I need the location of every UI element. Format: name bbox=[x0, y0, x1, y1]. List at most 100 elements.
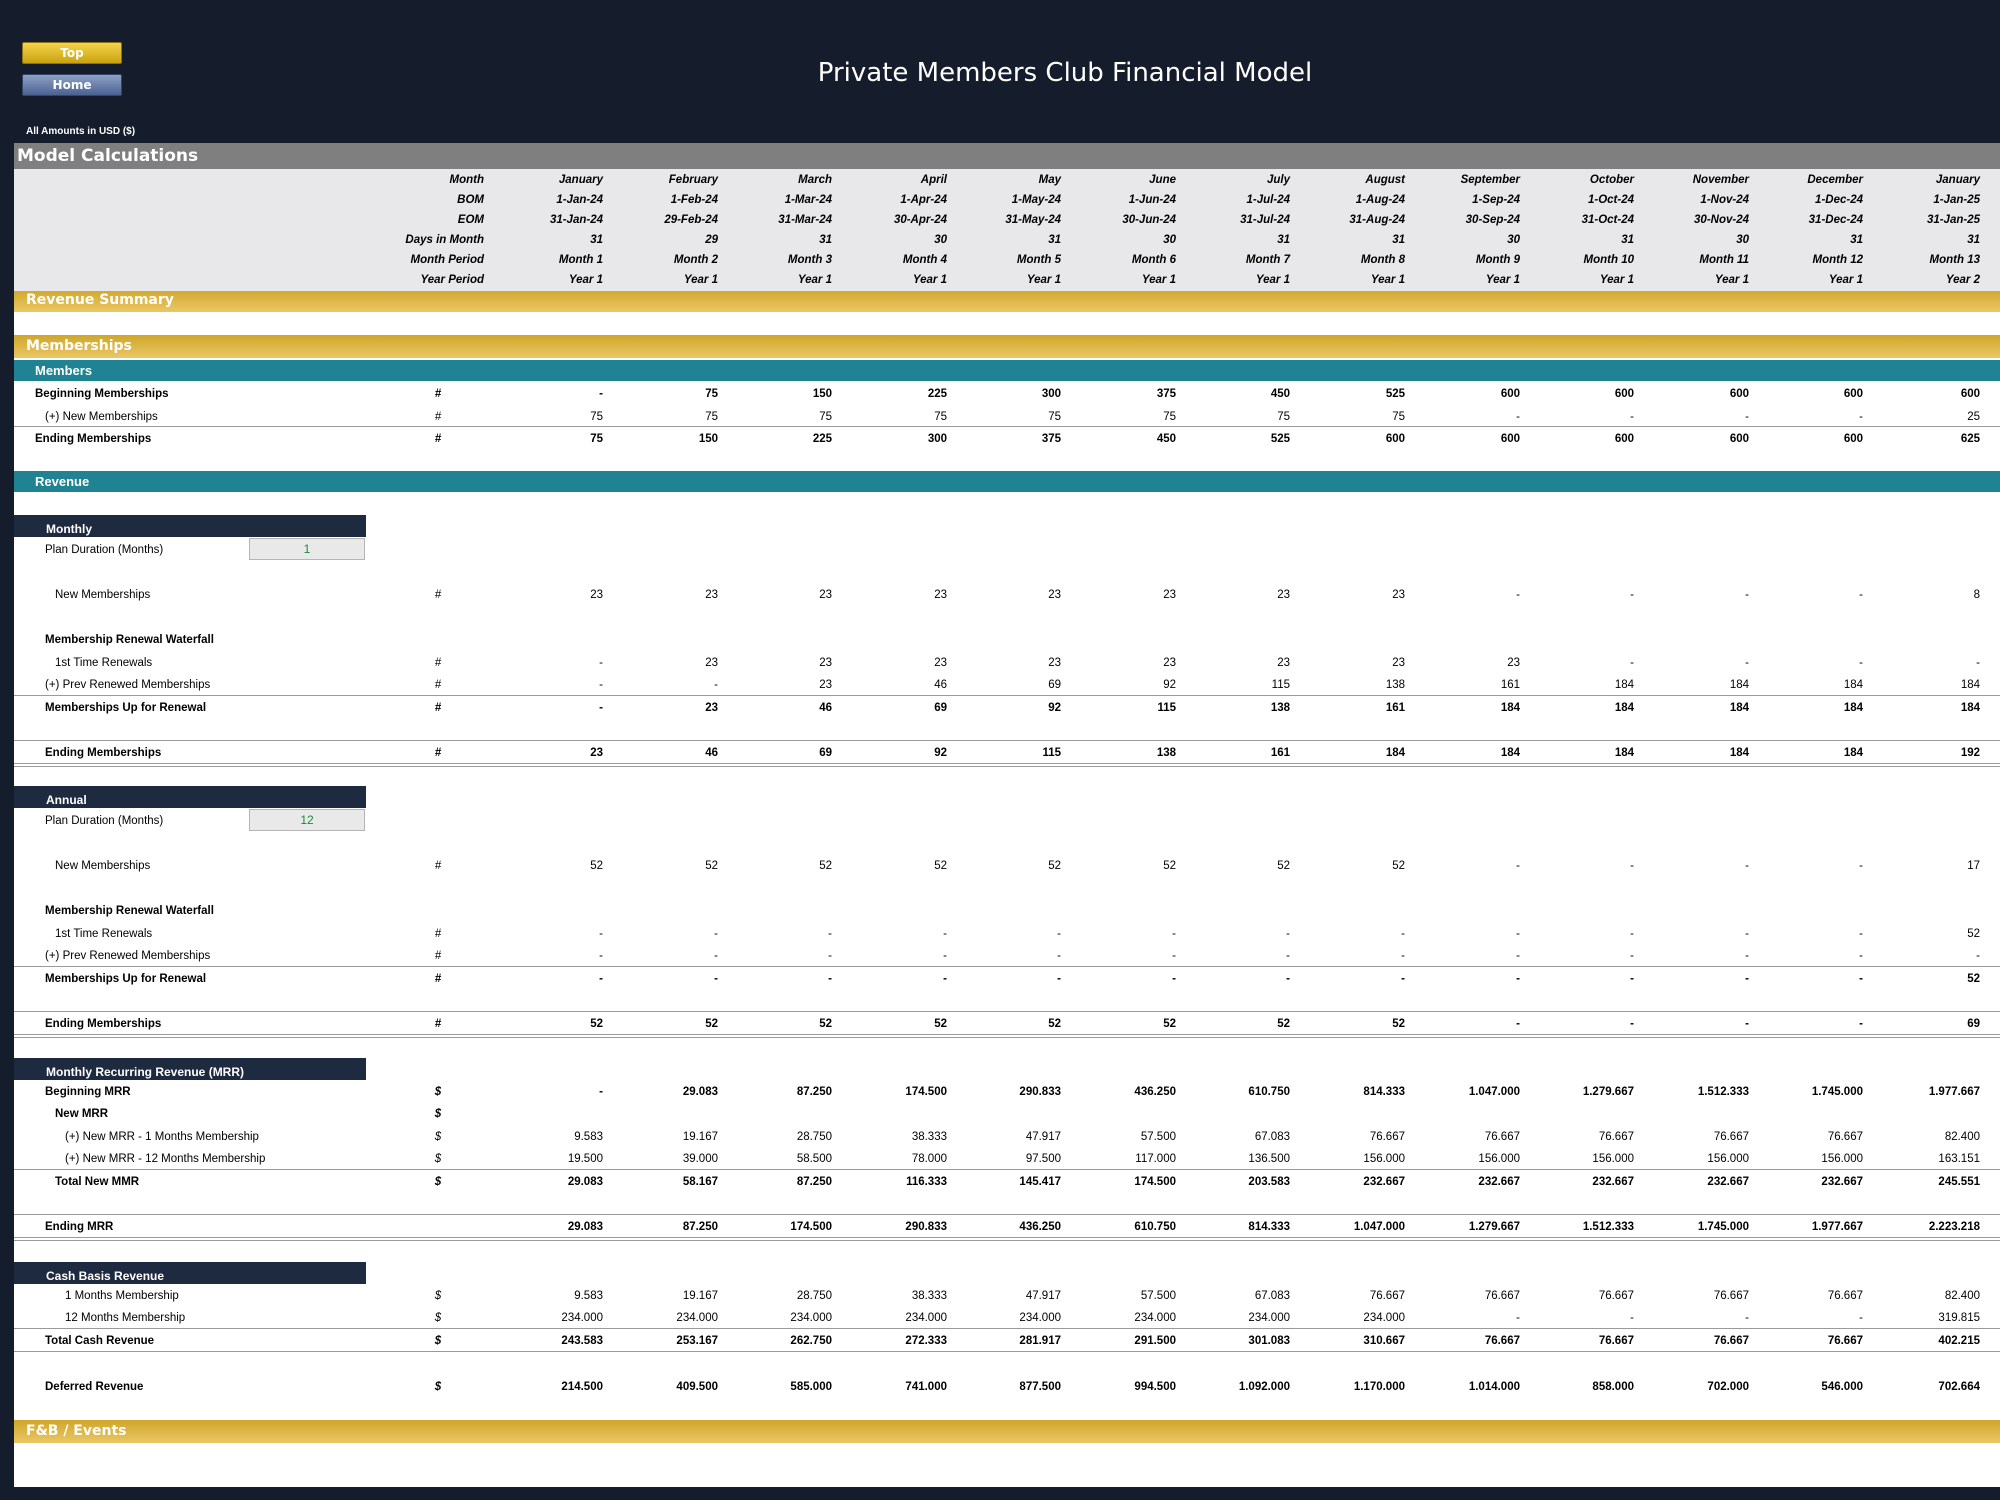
table-cell[interactable]: 23 bbox=[705, 702, 718, 714]
table-cell[interactable]: 23 bbox=[1163, 589, 1176, 601]
table-cell[interactable]: - bbox=[1516, 973, 1520, 985]
table-cell[interactable]: 52 bbox=[934, 1018, 947, 1030]
table-cell[interactable]: 23 bbox=[819, 657, 832, 669]
table-cell[interactable]: - bbox=[599, 702, 603, 714]
table-cell[interactable]: 1.092.000 bbox=[1238, 1381, 1290, 1393]
table-cell[interactable]: Year 1 bbox=[1714, 274, 1749, 286]
table-cell[interactable]: 600 bbox=[1500, 433, 1520, 445]
table-cell[interactable]: - bbox=[599, 950, 603, 962]
table-cell[interactable]: 52 bbox=[1392, 860, 1405, 872]
spreadsheet[interactable]: Revenue Summary Memberships Members Reve… bbox=[14, 169, 2000, 1487]
table-cell[interactable]: 1-Oct-24 bbox=[1587, 194, 1634, 206]
table-cell[interactable]: 82.400 bbox=[1944, 1290, 1980, 1302]
table-cell[interactable]: 450 bbox=[1156, 433, 1176, 445]
table-cell[interactable]: 600 bbox=[1614, 433, 1634, 445]
table-cell[interactable]: 1.279.667 bbox=[1468, 1221, 1520, 1233]
table-cell[interactable]: December bbox=[1807, 174, 1863, 186]
table-cell[interactable]: 58.167 bbox=[682, 1176, 718, 1188]
table-cell[interactable]: - bbox=[1745, 657, 1749, 669]
table-cell[interactable]: 46 bbox=[934, 679, 947, 691]
table-cell[interactable]: - bbox=[1976, 950, 1980, 962]
table-cell[interactable]: - bbox=[1516, 589, 1520, 601]
table-cell[interactable]: 52 bbox=[1277, 1018, 1290, 1030]
table-cell[interactable]: 75 bbox=[934, 411, 947, 423]
table-cell[interactable]: 23 bbox=[1048, 657, 1061, 669]
table-cell[interactable]: Year 1 bbox=[1255, 274, 1290, 286]
table-cell[interactable]: - bbox=[1745, 411, 1749, 423]
table-cell[interactable]: 402.215 bbox=[1938, 1335, 1980, 1347]
table-cell[interactable]: - bbox=[828, 928, 832, 940]
table-cell[interactable]: 301.083 bbox=[1248, 1335, 1290, 1347]
table-cell[interactable]: 92 bbox=[1163, 679, 1176, 691]
table-cell[interactable]: 23 bbox=[590, 747, 603, 759]
table-cell[interactable]: 234.000 bbox=[905, 1312, 947, 1324]
table-cell[interactable]: 232.667 bbox=[1592, 1176, 1634, 1188]
table-cell[interactable]: 31 bbox=[1048, 234, 1061, 246]
table-cell[interactable]: - bbox=[714, 973, 718, 985]
table-cell[interactable]: 31 bbox=[1621, 234, 1634, 246]
table-cell[interactable]: 23 bbox=[1277, 589, 1290, 601]
table-cell[interactable]: 184 bbox=[1614, 702, 1634, 714]
table-cell[interactable]: - bbox=[599, 1086, 603, 1098]
table-cell[interactable]: 52 bbox=[819, 860, 832, 872]
table-cell[interactable]: 290.833 bbox=[905, 1221, 947, 1233]
table-cell[interactable]: - bbox=[599, 679, 603, 691]
table-cell[interactable]: 31-Jan-25 bbox=[1926, 214, 1980, 226]
table-cell[interactable]: 76.667 bbox=[1484, 1131, 1520, 1143]
table-cell[interactable]: - bbox=[1516, 1312, 1520, 1324]
table-cell[interactable]: 92 bbox=[934, 747, 947, 759]
table-cell[interactable]: - bbox=[599, 657, 603, 669]
table-cell[interactable]: 67.083 bbox=[1254, 1290, 1290, 1302]
table-cell[interactable]: - bbox=[1286, 973, 1290, 985]
table-cell[interactable]: - bbox=[828, 973, 832, 985]
monthly-plan-duration-input[interactable]: 1 bbox=[249, 538, 365, 560]
table-cell[interactable]: 174.500 bbox=[1134, 1176, 1176, 1188]
table-cell[interactable]: 234.000 bbox=[1248, 1312, 1290, 1324]
table-cell[interactable]: - bbox=[1745, 1018, 1749, 1030]
table-cell[interactable]: 156.000 bbox=[1821, 1153, 1863, 1165]
table-cell[interactable]: 29-Feb-24 bbox=[664, 214, 718, 226]
table-cell[interactable]: 76.667 bbox=[1484, 1290, 1520, 1302]
table-cell[interactable]: - bbox=[1057, 928, 1061, 940]
table-cell[interactable]: 31 bbox=[1850, 234, 1863, 246]
table-cell[interactable]: 156.000 bbox=[1478, 1153, 1520, 1165]
table-cell[interactable]: 610.750 bbox=[1134, 1221, 1176, 1233]
table-cell[interactable]: Month 3 bbox=[787, 254, 832, 266]
table-cell[interactable]: 262.750 bbox=[790, 1335, 832, 1347]
table-cell[interactable]: - bbox=[1745, 860, 1749, 872]
table-cell[interactable]: 138 bbox=[1270, 702, 1290, 714]
table-cell[interactable]: 52 bbox=[590, 1018, 603, 1030]
table-cell[interactable]: 600 bbox=[1729, 388, 1749, 400]
table-cell[interactable]: 234.000 bbox=[790, 1312, 832, 1324]
table-cell[interactable]: Month 2 bbox=[673, 254, 718, 266]
table-cell[interactable]: 87.250 bbox=[796, 1086, 832, 1098]
table-cell[interactable]: 25 bbox=[1967, 411, 1980, 423]
table-cell[interactable]: - bbox=[1859, 973, 1863, 985]
table-cell[interactable]: 75 bbox=[1277, 411, 1290, 423]
table-cell[interactable]: 156.000 bbox=[1592, 1153, 1634, 1165]
table-cell[interactable]: Year 1 bbox=[1599, 274, 1634, 286]
table-cell[interactable]: 234.000 bbox=[561, 1312, 603, 1324]
table-cell[interactable]: 19.500 bbox=[567, 1153, 603, 1165]
table-cell[interactable]: 23 bbox=[1163, 657, 1176, 669]
table-cell[interactable]: Year 1 bbox=[797, 274, 832, 286]
table-cell[interactable]: 610.750 bbox=[1248, 1086, 1290, 1098]
table-cell[interactable]: 184 bbox=[1843, 702, 1863, 714]
table-cell[interactable]: 23 bbox=[590, 589, 603, 601]
table-cell[interactable]: Month 1 bbox=[558, 254, 603, 266]
table-cell[interactable]: - bbox=[714, 950, 718, 962]
table-cell[interactable]: - bbox=[1745, 928, 1749, 940]
table-cell[interactable]: 38.333 bbox=[911, 1290, 947, 1302]
table-cell[interactable]: - bbox=[1401, 973, 1405, 985]
table-cell[interactable]: 450 bbox=[1270, 388, 1290, 400]
table-cell[interactable]: - bbox=[828, 950, 832, 962]
table-cell[interactable]: 92 bbox=[1048, 702, 1061, 714]
table-cell[interactable]: 741.000 bbox=[905, 1381, 947, 1393]
table-cell[interactable]: 52 bbox=[1392, 1018, 1405, 1030]
table-cell[interactable]: - bbox=[599, 388, 603, 400]
table-cell[interactable]: 1-May-24 bbox=[1011, 194, 1061, 206]
table-cell[interactable]: Month 5 bbox=[1016, 254, 1061, 266]
table-cell[interactable]: 877.500 bbox=[1019, 1381, 1061, 1393]
table-cell[interactable]: - bbox=[1859, 928, 1863, 940]
table-cell[interactable]: Month 11 bbox=[1699, 254, 1749, 266]
